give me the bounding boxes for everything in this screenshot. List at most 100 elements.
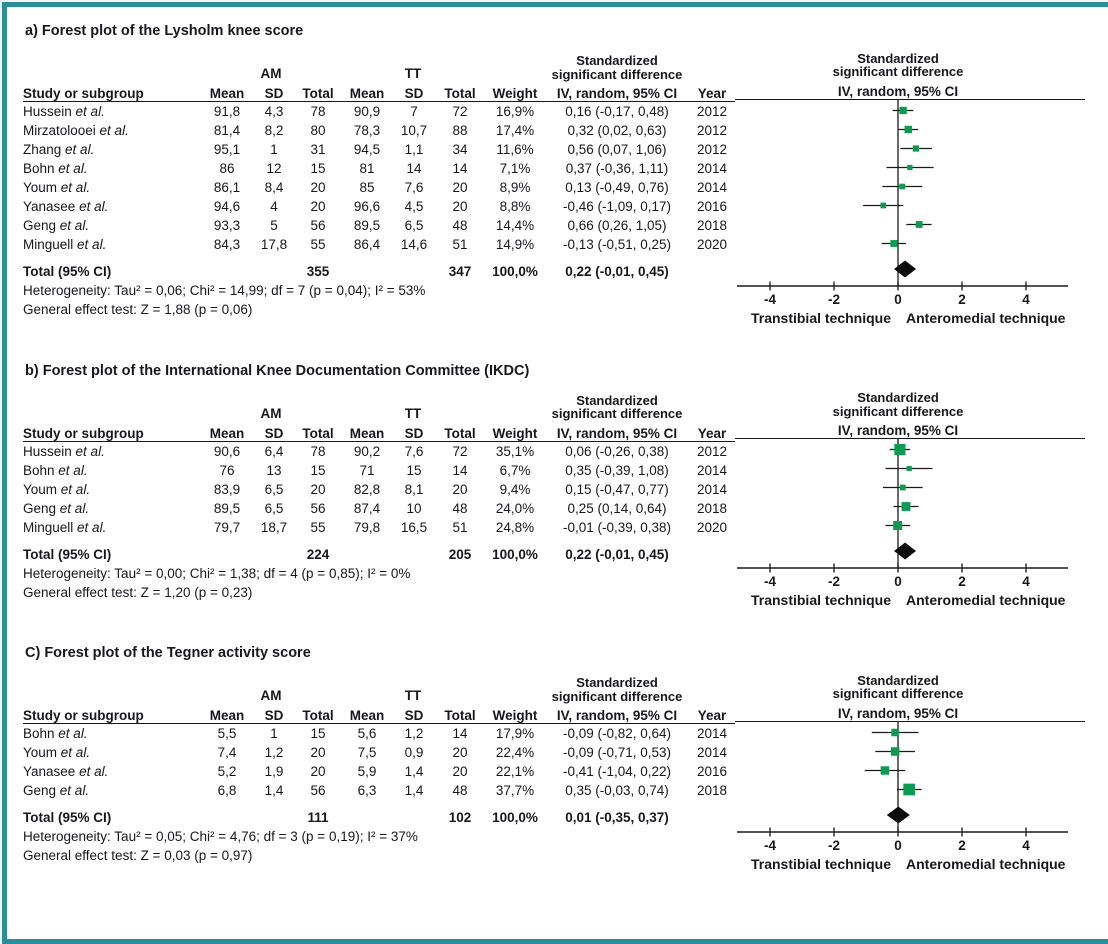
tt-sd-cell: 14 — [406, 161, 422, 176]
study-name: Mirzatolooei — [23, 123, 96, 138]
study-name-cell: Minguell et al. — [23, 235, 201, 254]
effect-marker — [899, 183, 905, 189]
panel-body: AM TT Standardized significant difference… — [23, 389, 1108, 613]
weight-cell: 22,4% — [495, 745, 535, 760]
am-total-cell: 55 — [310, 237, 326, 252]
ci-cell: 0,66 (0,26, 1,05) — [567, 218, 667, 233]
ci-cell: 0,35 (-0,39, 1,08) — [565, 462, 669, 478]
am-mean-header: Mean — [201, 420, 253, 442]
spacer — [689, 389, 735, 421]
total-ci-cell: 0,22 (-0,01, 0,45) — [565, 546, 669, 562]
tt-total-cell: 14 — [452, 726, 468, 741]
effect-test-text: General effect test: Z = 1,88 (p = 0,06) — [23, 302, 253, 317]
etal-suffix: et al. — [75, 104, 105, 119]
study-name-cell: Minguell et al. — [23, 518, 201, 537]
study-name: Youm — [23, 745, 58, 760]
axis-tick-label: 0 — [894, 838, 902, 853]
tt-mean-cell: 85 — [359, 180, 375, 195]
ci-cell: 0,35 (-0,03, 0,74) — [565, 783, 669, 798]
year-cell: 2018 — [696, 783, 728, 798]
am-sd-cell: 1,2 — [264, 745, 284, 760]
total-weight-cell: 100,0% — [492, 264, 538, 279]
study-name-cell: Youm et al. — [23, 178, 201, 197]
tt-sd-cell: 10,7 — [400, 123, 428, 138]
effect-column-header: Standardized significant difference — [545, 49, 689, 81]
heterogeneity-row: Heterogeneity: Tau² = 0,00; Chi² = 1,38;… — [23, 564, 735, 583]
study-rows: Bohn et al. 5,5 1 15 5,6 1,2 14 17,9% -0,09 (-0,… — [23, 724, 735, 866]
tt-total-cell: 48 — [452, 500, 468, 516]
am-mean-cell: 81,4 — [213, 123, 241, 138]
etal-suffix: et al. — [65, 142, 95, 157]
weight-cell: 7,1% — [499, 161, 531, 176]
axis-right-label: Anteromedial technique — [906, 856, 1066, 872]
weight-cell: 24,0% — [495, 500, 535, 516]
plot-column: Standardized significant difference IV, r… — [735, 49, 1085, 330]
spacer-cell — [393, 254, 435, 281]
ci-cell: -0,46 (-1,09, 0,17) — [562, 199, 672, 214]
tt-mean-cell: 87,4 — [353, 500, 381, 516]
tt-sd-cell: 1,4 — [404, 783, 424, 798]
am-mean-cell: 91,8 — [213, 104, 241, 119]
am-mean-cell: 84,3 — [213, 237, 241, 252]
am-mean-header: Mean — [201, 81, 253, 102]
am-total-cell: 15 — [310, 161, 326, 176]
tt-mean-cell: 78,3 — [353, 123, 381, 138]
ci-header: IV, random, 95% CI — [545, 420, 689, 442]
year-header: Year — [689, 703, 735, 724]
am-total-cell: 20 — [310, 745, 326, 760]
effect-test-text: General effect test: Z = 0,03 (p = 0,97) — [23, 848, 253, 863]
tt-sd-cell: 8,1 — [404, 481, 424, 497]
study-name-cell: Bohn et al. — [23, 724, 201, 744]
axis-tick-label: -4 — [764, 838, 776, 853]
tt-total-cell: 20 — [452, 745, 468, 760]
effect-column-header: Standardized significant difference — [545, 389, 689, 421]
tt-total-header: Total — [435, 81, 485, 102]
study-column-header: Study or subgroup — [23, 81, 201, 102]
study-name: Yanasee — [23, 764, 76, 779]
study-rows: Hussein et al. 90,6 6,4 78 90,2 7,6 72 35,1% 0,0… — [23, 441, 735, 602]
tt-mean-cell: 96,6 — [353, 199, 381, 214]
spacer-cell — [201, 800, 253, 827]
heterogeneity-text: Heterogeneity: Tau² = 0,05; Chi² = 4,76;… — [23, 829, 418, 844]
study-row: Youm et al. 83,9 6,5 20 82,8 8,1 20 9,4% 0,15 (-… — [23, 480, 735, 499]
study-name-cell: Youm et al. — [23, 743, 201, 762]
tt-total-cell: 20 — [452, 180, 468, 195]
study-row: Youm et al. 7,4 1,2 20 7,5 0,9 20 22,4% -0,09 (-… — [23, 743, 735, 762]
plot-column: Standardized significant difference IV, r… — [735, 389, 1085, 613]
year-cell: 2020 — [696, 519, 728, 535]
heterogeneity-row: Heterogeneity: Tau² = 0,05; Chi² = 4,76;… — [23, 827, 735, 846]
etal-suffix: et al. — [79, 764, 109, 779]
am-total-cell: 31 — [310, 142, 326, 157]
ci-cell: -0,41 (-1,04, 0,22) — [562, 764, 672, 779]
forest-table: AM TT Standardized significant difference… — [23, 389, 735, 602]
forest-plot-svg: -4 -2 0 2 4 Transtibial technique Anteromedial… — [737, 721, 1068, 872]
am-total-header: Total — [295, 420, 341, 442]
etal-suffix: et al. — [58, 726, 88, 741]
axis-tick-label: 2 — [958, 838, 966, 853]
weight-cell: 35,1% — [495, 443, 535, 459]
year-cell: 2014 — [696, 481, 728, 497]
study-name: Bohn — [23, 462, 55, 478]
study-row: Geng et al. 6,8 1,4 56 6,3 1,4 48 37,7% 0,35 (-0… — [23, 781, 735, 800]
total-weight-cell: 100,0% — [492, 546, 538, 562]
plot-column: Standardized significant difference IV, r… — [735, 671, 1085, 876]
axis-tick-label: 2 — [958, 574, 966, 589]
tt-mean-header: Mean — [341, 81, 393, 102]
tt-mean-cell: 81 — [359, 161, 375, 176]
tt-mean-header: Mean — [341, 420, 393, 442]
group-tt-header: TT — [404, 688, 422, 703]
weight-cell: 16,9% — [495, 104, 535, 119]
tt-mean-cell: 7,5 — [357, 745, 377, 760]
am-sd-cell: 8,4 — [264, 180, 284, 195]
group-header-row: AM TT Standardized significant difference — [23, 389, 735, 421]
effect-marker — [915, 220, 923, 228]
axis-tick-label: -2 — [828, 292, 840, 307]
ci-cell: 0,32 (0,02, 0,63) — [567, 123, 667, 138]
tt-sd-cell: 7,6 — [404, 443, 424, 459]
panel-body: AM TT Standardized significant difference… — [23, 671, 1108, 876]
ci-cell: -0,09 (-0,82, 0,64) — [562, 726, 672, 741]
etal-suffix: et al. — [58, 161, 88, 176]
am-sd-cell: 1 — [270, 726, 278, 741]
study-row: Hussein et al. 91,8 4,3 78 90,9 7 72 16,9% 0,16 … — [23, 102, 735, 122]
